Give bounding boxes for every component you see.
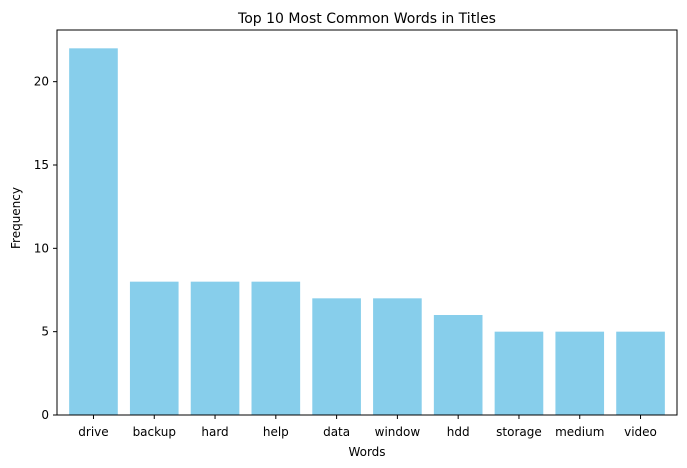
y-tick-label: 10 [34,241,49,255]
bar-hdd [433,315,483,415]
plot-frame [56,29,678,416]
x-tick-label: window [375,425,421,439]
x-tick-label: hard [201,425,228,439]
bar-medium [555,331,605,415]
x-tick-label: backup [133,425,176,439]
y-axis-label: Frequency [9,187,23,249]
y-tick-label: 0 [41,408,49,422]
bar-data [312,298,361,415]
bar-window [373,298,422,415]
bar-help [251,281,301,415]
x-tick-label: data [323,425,350,439]
y-tick-label: 20 [34,75,49,89]
bar-backup [129,281,179,415]
x-tick-label: medium [555,425,604,439]
axes-layer: drive backup hard help data window hdd storage m… [34,29,678,439]
bars-layer [69,48,665,415]
chart-title: Top 10 Most Common Words in Titles [237,11,496,27]
x-tick-label: video [624,425,657,439]
x-tick-label: drive [78,425,108,439]
bar-storage [494,331,544,415]
bar-drive [69,48,118,415]
x-axis-label: Words [348,445,385,459]
bar-hard [190,281,240,415]
x-tick-label: help [263,425,289,439]
x-tick-label: hdd [447,425,470,439]
x-tick-label: storage [496,425,542,439]
y-tick-label: 15 [34,158,49,172]
bar-video [616,331,665,415]
y-tick-label: 5 [41,325,49,339]
